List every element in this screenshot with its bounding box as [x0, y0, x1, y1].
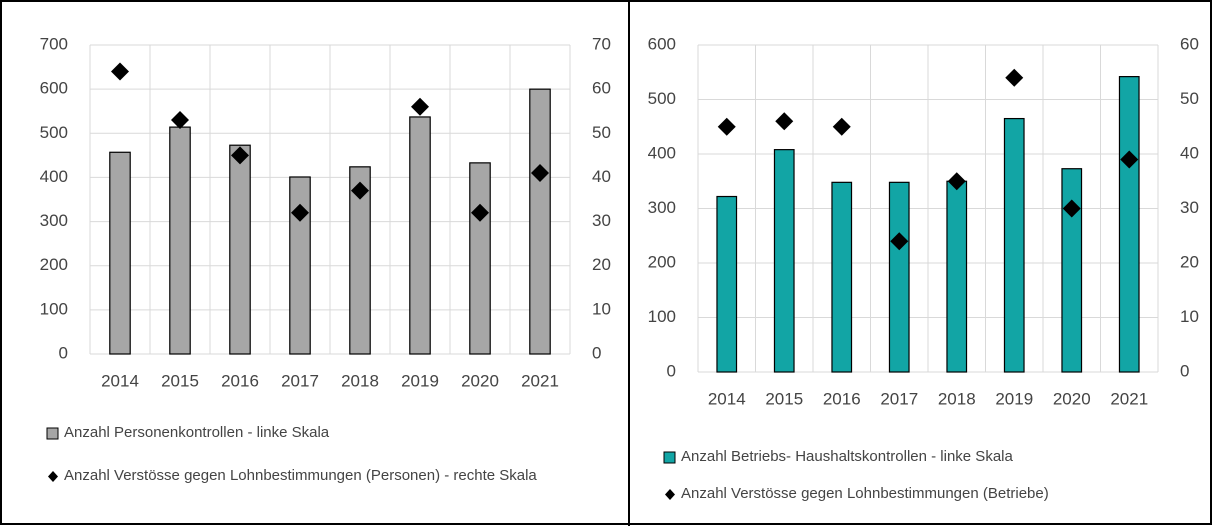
- y-tick-label: 300: [648, 198, 676, 217]
- y2-tick-label: 30: [592, 211, 611, 230]
- bar: [831, 181, 853, 373]
- y-tick-label: 600: [40, 79, 68, 98]
- marker: [1120, 150, 1139, 169]
- y-tick-label: 500: [648, 89, 676, 108]
- marker: [947, 172, 966, 191]
- x-tick-label: 2019: [401, 371, 439, 390]
- y2-tick-label: 10: [1180, 307, 1199, 326]
- marker: [717, 117, 736, 136]
- marker: [471, 203, 489, 222]
- y2-tick-label: 20: [1180, 252, 1199, 271]
- x-tick-label: 2014: [101, 371, 139, 390]
- y-tick-label: 200: [648, 252, 676, 271]
- bar: [888, 181, 910, 373]
- legend-icon: [48, 471, 58, 482]
- marker: [775, 112, 794, 131]
- x-tick-label: 2021: [521, 371, 559, 390]
- legend-item: Anzahl Betriebs- Haushaltskontrollen - l…: [662, 448, 1182, 466]
- bar: [1118, 76, 1140, 373]
- x-tick-label: 2015: [161, 371, 199, 390]
- y-tick-label: 100: [648, 307, 676, 326]
- legend-item: Anzahl Verstösse gegen Lohnbestimmungen …: [662, 485, 1182, 503]
- legend-label: Anzahl Verstösse gegen Lohnbestimmungen …: [64, 467, 537, 484]
- bar: [1003, 117, 1025, 373]
- marker: [1005, 68, 1024, 87]
- x-tick-label: 2014: [708, 389, 746, 408]
- marker: [411, 97, 429, 116]
- y2-tick-label: 0: [592, 343, 601, 362]
- bar: [169, 126, 191, 355]
- y2-tick-label: 40: [592, 167, 611, 186]
- x-tick-label: 2017: [880, 389, 918, 408]
- x-tick-label: 2019: [995, 389, 1033, 408]
- legend-item: Anzahl Personenkontrollen - linke Skala: [45, 424, 565, 442]
- x-tick-label: 2020: [1053, 389, 1091, 408]
- x-tick-label: 2016: [221, 371, 259, 390]
- bar: [349, 166, 371, 355]
- y2-tick-label: 30: [1180, 198, 1199, 217]
- legend-label: Anzahl Verstösse gegen Lohnbestimmungen …: [681, 485, 1049, 502]
- y-tick-label: 400: [648, 143, 676, 162]
- marker: [171, 111, 189, 130]
- bar: [529, 88, 551, 355]
- legend-item: Anzahl Verstösse gegen Lohnbestimmungen …: [45, 467, 565, 485]
- x-tick-label: 2015: [765, 389, 803, 408]
- legend-icon: [46, 427, 59, 440]
- x-tick-label: 2017: [281, 371, 319, 390]
- y-tick-label: 0: [667, 361, 676, 380]
- x-tick-label: 2018: [341, 371, 379, 390]
- legend-icon: [663, 451, 676, 464]
- y-tick-label: 300: [40, 211, 68, 230]
- y-tick-label: 600: [648, 34, 676, 53]
- x-tick-label: 2018: [938, 389, 976, 408]
- y2-tick-label: 60: [592, 79, 611, 98]
- marker: [890, 232, 909, 251]
- y2-tick-label: 70: [592, 34, 611, 53]
- y2-tick-label: 50: [592, 123, 611, 142]
- y2-tick-label: 10: [592, 299, 611, 318]
- y-tick-label: 500: [40, 123, 68, 142]
- bar: [229, 144, 251, 355]
- y2-tick-label: 20: [592, 255, 611, 274]
- y2-tick-label: 0: [1180, 361, 1189, 380]
- x-tick-label: 2020: [461, 371, 499, 390]
- legend-icon: [665, 489, 675, 500]
- y-tick-label: 100: [40, 299, 68, 318]
- marker: [832, 117, 851, 136]
- y-tick-label: 400: [40, 167, 68, 186]
- legend-label: Anzahl Betriebs- Haushaltskontrollen - l…: [681, 448, 1013, 465]
- marker: [111, 62, 129, 81]
- y2-tick-label: 40: [1180, 143, 1199, 162]
- y2-tick-label: 60: [1180, 34, 1199, 53]
- marker: [1062, 199, 1081, 218]
- y2-tick-label: 50: [1180, 89, 1199, 108]
- marker: [531, 164, 549, 183]
- x-tick-label: 2021: [1110, 389, 1148, 408]
- bar: [716, 195, 738, 373]
- marker: [291, 203, 309, 222]
- y-tick-label: 0: [59, 343, 68, 362]
- legend-label: Anzahl Personenkontrollen - linke Skala: [64, 424, 330, 441]
- bar: [773, 149, 795, 373]
- y-tick-label: 700: [40, 34, 68, 53]
- bar: [946, 180, 968, 373]
- bar: [109, 151, 131, 355]
- bar: [469, 162, 491, 355]
- y-tick-label: 200: [40, 255, 68, 274]
- x-tick-label: 2016: [823, 389, 861, 408]
- bar: [1061, 168, 1083, 373]
- bar: [289, 176, 311, 355]
- marker: [351, 181, 369, 200]
- marker: [231, 146, 249, 165]
- bar: [409, 116, 431, 355]
